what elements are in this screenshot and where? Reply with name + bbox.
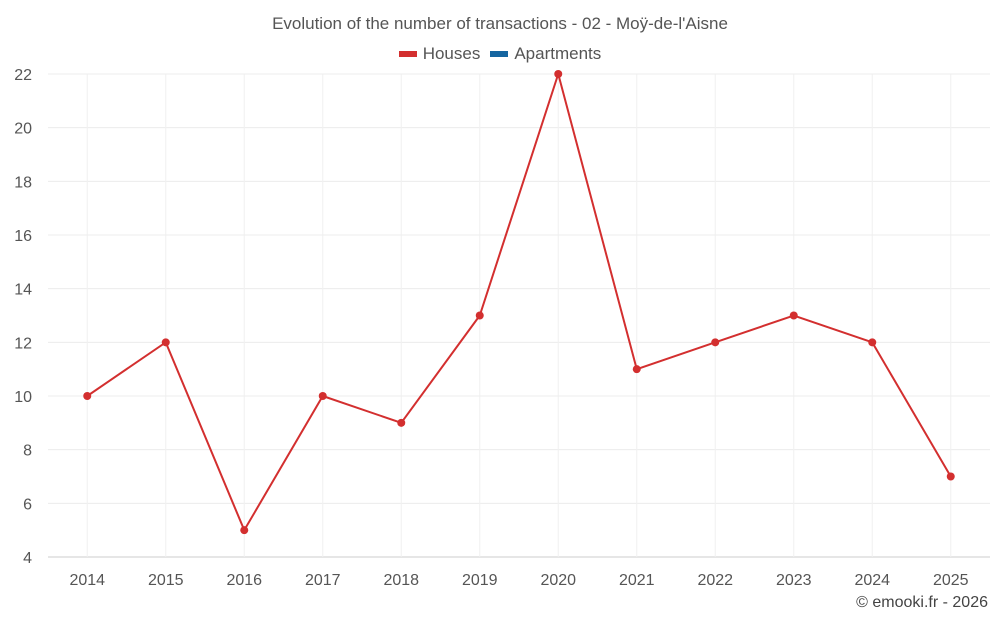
x-tick-label: 2025 — [933, 572, 969, 589]
x-tick-label: 2022 — [697, 572, 733, 589]
y-tick-label: 18 — [14, 174, 32, 191]
y-tick-label: 14 — [14, 282, 32, 299]
x-tick-label: 2017 — [305, 572, 341, 589]
x-tick-label: 2018 — [383, 572, 419, 589]
y-tick-label: 4 — [23, 550, 32, 567]
x-tick-label: 2019 — [462, 572, 498, 589]
chart-legend: Houses Apartments — [0, 44, 1000, 64]
legend-label-apartments: Apartments — [514, 44, 602, 63]
y-tick-label: 10 — [14, 389, 32, 406]
x-tick-label: 2020 — [540, 572, 576, 589]
x-tick-label: 2024 — [854, 572, 890, 589]
y-tick-label: 6 — [23, 496, 32, 513]
data-point-houses — [161, 338, 170, 347]
legend-swatch-houses — [398, 51, 417, 57]
y-tick-label: 22 — [14, 67, 32, 84]
data-point-houses — [789, 311, 798, 320]
data-point-houses — [475, 311, 484, 320]
legend-item-apartments[interactable]: Apartments — [490, 44, 601, 64]
y-tick-label: 20 — [14, 121, 32, 138]
data-point-houses — [711, 338, 720, 347]
x-tick-label: 2014 — [69, 572, 105, 589]
legend-label-houses: Houses — [422, 44, 481, 63]
legend-swatch-apartments — [490, 51, 509, 57]
data-point-houses — [240, 526, 249, 535]
data-point-houses — [946, 472, 955, 481]
series-line-houses — [86, 70, 952, 533]
data-point-houses — [554, 70, 563, 78]
x-tick-label: 2016 — [226, 572, 262, 589]
data-point-houses — [83, 392, 92, 400]
data-point-houses — [868, 338, 877, 347]
chart-title: Evolution of the number of transactions … — [272, 14, 728, 33]
credit-text: © emooki.fr - 2026 — [856, 594, 988, 611]
data-point-houses — [632, 365, 641, 374]
y-tick-label: 16 — [14, 228, 32, 245]
y-tick-label: 12 — [14, 335, 32, 352]
legend-item-houses[interactable]: Houses — [398, 44, 481, 64]
x-tick-label: 2023 — [776, 572, 812, 589]
y-tick-label: 8 — [23, 443, 32, 460]
data-point-houses — [397, 418, 406, 427]
x-tick-label: 2015 — [148, 572, 184, 589]
data-point-houses — [318, 392, 327, 400]
x-tick-label: 2021 — [619, 572, 655, 589]
